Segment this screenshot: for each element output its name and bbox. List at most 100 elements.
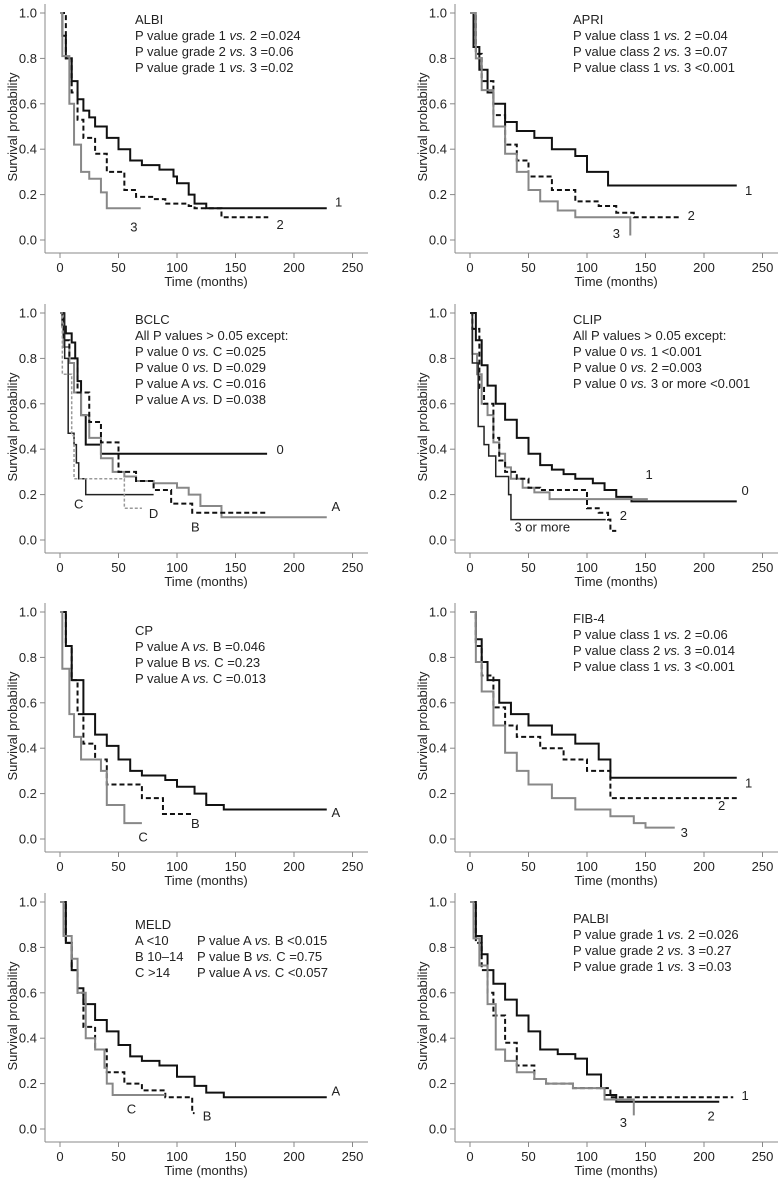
y-axis-title: Survival probability (415, 671, 430, 781)
y-axis-title: Survival probability (415, 961, 430, 1071)
p-value-annotation: P value A vs. C =0.013 (135, 671, 266, 686)
km-panel-fib-4: 0.0 0.2 0.4 0.6 0.8 1.0 0 50 100 150 200 250 Time (m… (410, 599, 781, 894)
curve-label: 3 or more (514, 519, 570, 534)
p-value-annotation: P value A vs. C =0.016 (135, 376, 266, 391)
p-value-annotation: P value B vs. C =0.23 (135, 655, 260, 670)
y-tick-label: 0.0 (429, 533, 447, 548)
y-tick-label: 0.4 (19, 142, 37, 157)
p-value-annotation: P value grade 2 vs. 3 =0.27 (573, 943, 731, 958)
group-definition: C >14 (135, 965, 170, 980)
km-panel-meld: 0.0 0.2 0.4 0.6 0.8 1.0 0 50 100 150 200 250 Time (m… (0, 889, 390, 1184)
curve-label: 1 (335, 194, 342, 209)
y-tick-label: 0.8 (19, 51, 37, 66)
p-value-annotation: P value 0 vs. 1 <0.001 (573, 344, 702, 359)
x-tick-label: 0 (466, 560, 473, 575)
survival-curve-3-or-more (470, 312, 606, 521)
survival-curve-2 (60, 12, 269, 219)
survival-curve-0 (470, 312, 737, 503)
p-value-annotation: P value 0 vs. 2 =0.003 (573, 360, 702, 375)
y-tick-label: 1.0 (429, 895, 447, 910)
p-value-annotation: P value grade 1 vs. 3 =0.03 (573, 959, 731, 974)
y-tick-label: 0.4 (19, 1031, 37, 1046)
y-tick-label: 0.2 (19, 187, 37, 202)
x-tick-label: 50 (111, 1149, 125, 1164)
x-tick-label: 250 (752, 859, 774, 874)
curve-label: 0 (276, 442, 283, 457)
curve-label: 0 (741, 483, 748, 498)
x-tick-label: 50 (521, 560, 535, 575)
x-tick-label: 100 (576, 1149, 598, 1164)
curve-label: C (138, 830, 147, 845)
y-tick-label: 0.2 (429, 487, 447, 502)
y-tick-label: 0.6 (429, 396, 447, 411)
y-tick-label: 0.4 (429, 442, 447, 457)
y-tick-label: 0.0 (19, 533, 37, 548)
km-panel-clip: 0.0 0.2 0.4 0.6 0.8 1.0 0 50 100 150 200 250 Time (m… (410, 300, 781, 595)
y-tick-label: 0.2 (429, 786, 447, 801)
x-tick-label: 50 (521, 859, 535, 874)
x-tick-label: 250 (752, 1149, 774, 1164)
curve-label: 3 (613, 226, 620, 241)
x-axis-title: Time (months) (574, 574, 657, 589)
panel-title: MELD (135, 917, 171, 932)
panel-title: APRI (573, 12, 603, 27)
p-value-annotation: P value class 1 vs. 2 =0.06 (573, 627, 728, 642)
y-tick-label: 0.6 (19, 985, 37, 1000)
y-tick-label: 1.0 (429, 6, 447, 21)
curve-label: B (203, 1108, 212, 1123)
x-tick-label: 50 (111, 560, 125, 575)
y-tick-label: 0.2 (19, 487, 37, 502)
y-tick-label: 0.8 (429, 940, 447, 955)
y-tick-label: 1.0 (429, 306, 447, 321)
x-tick-label: 100 (576, 560, 598, 575)
curve-label: B (191, 519, 200, 534)
x-tick-label: 50 (111, 260, 125, 275)
survival-curve-3 (470, 12, 632, 236)
curve-label: 2 (708, 1108, 715, 1123)
km-plot: 0.0 0.2 0.4 0.6 0.8 1.0 0 50 100 150 200 250 Time (m… (415, 893, 778, 1178)
y-tick-label: 0.2 (19, 1076, 37, 1091)
curve-label: 1 (745, 775, 752, 790)
curve-label: 1 (741, 1088, 748, 1103)
group-definition: B 10–14 (135, 949, 183, 964)
km-plot: 0.0 0.2 0.4 0.6 0.8 1.0 0 50 100 150 200 250 Time (m… (415, 603, 778, 888)
x-tick-label: 50 (521, 1149, 535, 1164)
survival-curve-0 (60, 312, 268, 455)
survival-curve-3 (470, 901, 635, 1116)
survival-curve-c (60, 901, 166, 1096)
p-value-annotation: P value A vs. B <0.015 (197, 933, 327, 948)
p-value-annotation: All P values > 0.05 except: (573, 328, 726, 343)
x-tick-label: 150 (635, 1149, 657, 1164)
p-value-annotation: P value class 1 vs. 3 <0.001 (573, 60, 735, 75)
x-tick-label: 100 (576, 260, 598, 275)
survival-curve-1 (470, 12, 737, 187)
p-value-annotation: P value class 2 vs. 3 =0.014 (573, 643, 735, 658)
x-axis-title: Time (months) (164, 574, 247, 589)
survival-curve-2 (470, 312, 617, 532)
curve-label: A (331, 499, 340, 514)
km-panel-palbi: 0.0 0.2 0.4 0.6 0.8 1.0 0 50 100 150 200 250 Time (m… (410, 889, 781, 1184)
p-value-annotation: P value B vs. C =0.75 (197, 949, 322, 964)
p-value-annotation: P value A vs. B =0.046 (135, 639, 265, 654)
x-axis-title: Time (months) (164, 274, 247, 289)
y-tick-label: 0.4 (429, 741, 447, 756)
y-tick-label: 0.6 (429, 96, 447, 111)
survival-curve-a (60, 901, 327, 1099)
x-tick-label: 150 (635, 560, 657, 575)
p-value-annotation: P value grade 1 vs. 3 =0.02 (135, 60, 293, 75)
panel-title: FIB-4 (573, 611, 605, 626)
p-value-annotation: P value grade 2 vs. 3 =0.06 (135, 44, 293, 59)
x-tick-label: 150 (225, 260, 247, 275)
km-plot: 0.0 0.2 0.4 0.6 0.8 1.0 0 50 100 150 200 250 Time (m… (5, 4, 368, 289)
y-tick-label: 0.8 (19, 940, 37, 955)
x-tick-label: 150 (225, 1149, 247, 1164)
x-tick-label: 200 (693, 859, 715, 874)
y-axis-title: Survival probability (5, 961, 20, 1071)
curve-label: D (149, 506, 158, 521)
survival-curve-3 (60, 12, 141, 210)
x-tick-label: 0 (56, 260, 63, 275)
y-tick-label: 0.6 (429, 985, 447, 1000)
survival-curve-3 (470, 611, 675, 829)
y-tick-label: 0.2 (429, 1076, 447, 1091)
panel-title: ALBI (135, 12, 163, 27)
